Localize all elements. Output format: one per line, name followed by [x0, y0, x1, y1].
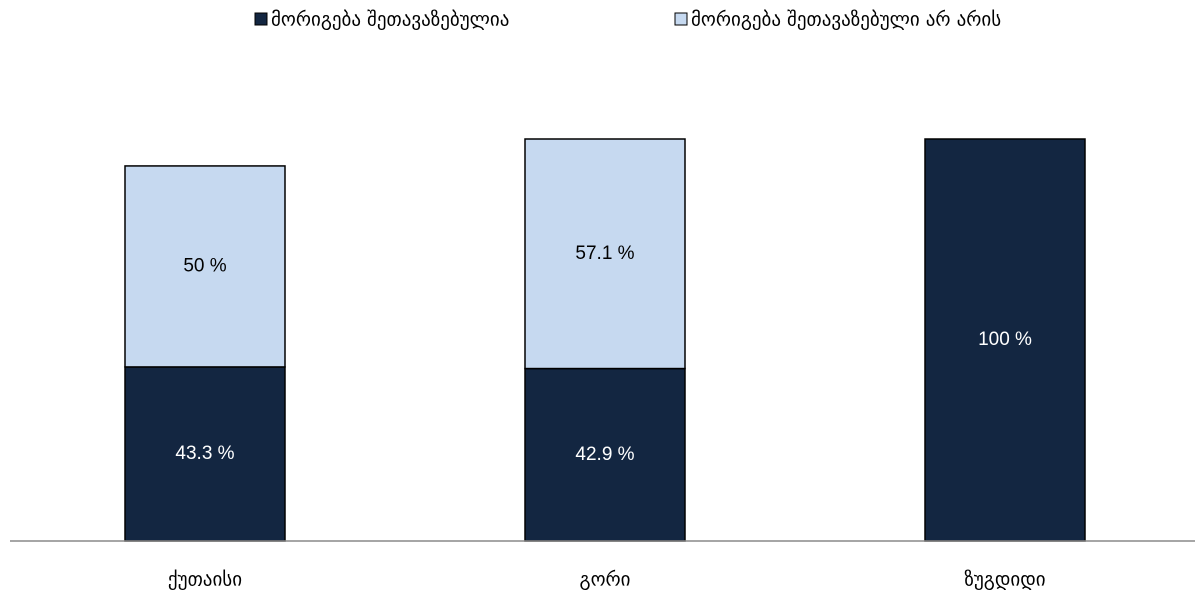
data-label: 50 % — [183, 255, 226, 276]
data-label: 42.9 % — [575, 444, 634, 465]
bar-segment — [124, 165, 286, 368]
bar-segment — [924, 138, 1086, 542]
legend-swatch — [674, 12, 688, 26]
legend-label: მორიგება შეთავაზებულია — [271, 9, 509, 31]
data-label: 57.1 % — [575, 243, 634, 264]
bar-segment — [124, 366, 286, 542]
x-tick-label: ზუგდიდი — [964, 569, 1045, 591]
data-label: 43.3 % — [175, 443, 234, 464]
x-tick-label: ქუთაისი — [168, 569, 242, 591]
legend-label: მორიგება შეთავაზებული არ არის — [691, 9, 1001, 31]
bar-segment — [524, 138, 686, 370]
legend-swatch — [254, 12, 268, 26]
data-label: 100 % — [978, 329, 1032, 350]
x-tick-label: გორი — [580, 569, 631, 591]
